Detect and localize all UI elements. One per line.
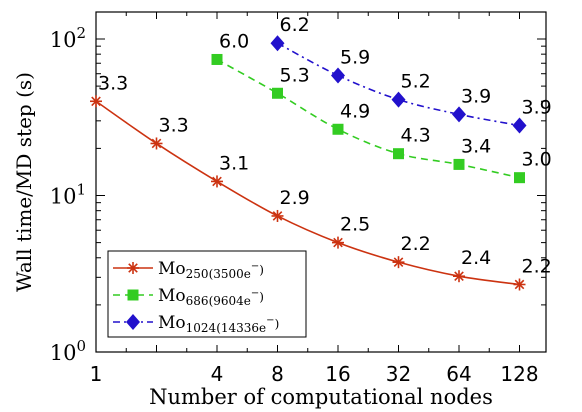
legend-name: Mo [158,286,186,306]
data-point-250 [90,95,102,108]
legend-superscript: − [251,288,259,299]
x-tick-label: 32 [386,362,411,386]
y-tick-exponent: 1 [76,181,86,199]
legend: Mo250(3500e−)Mo686(9604e−)Mo1024(14336e−… [107,250,307,338]
legend-marker-250 [127,262,139,274]
data-label-1024: 5.9 [340,46,370,68]
data-point-250 [211,175,223,188]
data-label-250: 2.4 [461,247,491,269]
y-tick-base: 10 [50,28,77,52]
legend-electrons: (14336e [216,321,266,335]
legend-name: Mo [158,313,186,333]
data-point-250 [513,278,526,291]
data-label-686: 3.0 [522,149,552,171]
legend-subscript: 686 [186,294,209,308]
data-point-250 [332,236,344,249]
data-point-1024 [270,35,285,52]
x-tick-label: 64 [446,362,471,386]
legend-marker-1024 [126,314,140,330]
x-tick-label: 4 [211,362,224,386]
data-label-250: 2.9 [280,187,310,209]
y-tick-base: 10 [50,185,77,209]
legend-subscript: 1024 [186,321,217,335]
x-tick-label: 16 [325,362,350,386]
legend-close: ) [259,263,264,277]
asterisk-stroke [128,263,138,273]
y-tick-base: 10 [50,341,77,365]
data-point-1024 [512,117,527,134]
data-label-1024: 5.2 [401,71,431,93]
y-tick-label: 100 [50,337,86,365]
plot-frame [95,11,547,353]
data-label-686: 3.4 [461,135,491,157]
data-point-250 [392,256,405,269]
legend-superscript: − [266,315,274,326]
data-labels: 3.3 3.3 3.1 2.9 2.5 2.2 2.4 2.2 6.0 5.3 4.9 4.3 3.4 3… [98,14,552,277]
asterisk-stroke [91,96,101,107]
y-tick-exponent: 0 [76,337,86,355]
legend-electrons: (3500e [209,267,251,281]
asterisk-stroke [151,138,162,149]
asterisk-stroke [333,237,343,248]
series-markers [90,35,527,291]
data-label-250: 3.3 [98,72,128,94]
data-label-686: 4.3 [401,125,431,147]
legend-close: ) [259,290,264,304]
legend-superscript: − [251,261,259,272]
data-label-250: 2.2 [522,255,552,277]
data-label-250: 3.1 [219,152,249,174]
legend-label-1024: Mo1024(14336e−) [158,313,279,335]
data-point-1024 [391,91,406,108]
data-point-686 [211,53,223,65]
x-tick-label: 8 [271,362,284,386]
legend-subscript: 250 [186,267,209,281]
data-label-1024: 3.9 [461,85,491,107]
asterisk-stroke [454,271,464,282]
legend-label-686: Mo686(9604e−) [158,286,264,308]
y-tick-label: 102 [50,24,86,52]
asterisk-stroke [393,257,404,267]
asterisk-stroke [212,176,222,187]
legend-electrons: (9604e [209,294,251,308]
data-point-686 [332,123,344,135]
data-point-686 [393,148,404,160]
x-tick-label: 128 [500,362,538,386]
data-point-686 [453,158,465,170]
data-label-1024: 6.2 [280,14,310,36]
legend-marker-686 [127,289,139,301]
data-label-250: 2.5 [340,214,370,236]
legend-close: ) [275,317,280,331]
data-label-1024: 3.9 [522,97,552,119]
data-label-686: 5.3 [280,64,310,86]
data-point-1024 [452,106,466,123]
x-axis-title: Number of computational nodes [149,385,493,409]
data-label-250: 2.2 [401,233,431,255]
data-point-1024 [331,67,345,84]
legend-name: Mo [158,259,186,279]
y-axis-title: Wall time/MD step (s) [12,72,36,292]
y-tick-exponent: 2 [76,24,86,42]
data-point-686 [272,87,283,99]
x-tick-label: 1 [90,362,103,386]
data-point-686 [514,172,525,184]
asterisk-stroke [514,279,525,290]
data-point-250 [453,270,465,283]
data-label-250: 3.3 [159,114,189,136]
legend-label-250: Mo250(3500e−) [158,259,264,281]
data-point-250 [271,209,284,222]
y-tick-label: 101 [50,181,86,209]
data-label-686: 6.0 [219,30,249,52]
data-label-686: 4.9 [340,100,370,122]
asterisk-stroke [272,211,283,221]
data-point-250 [150,137,163,150]
